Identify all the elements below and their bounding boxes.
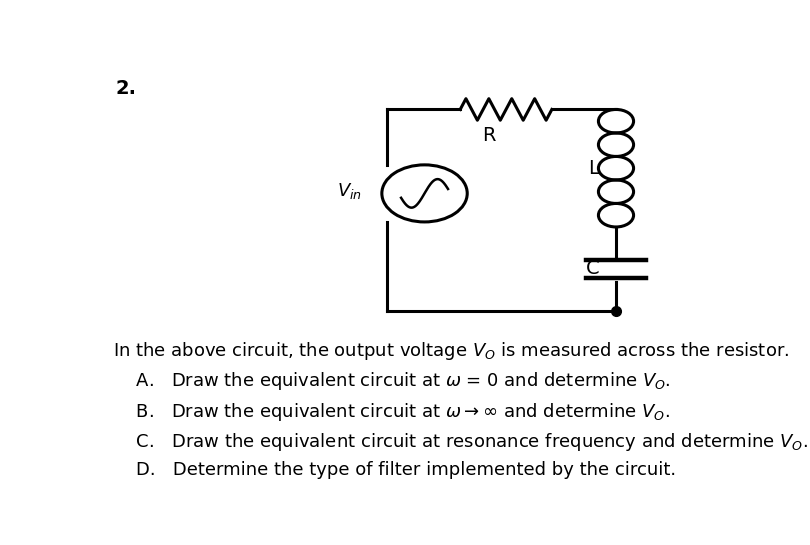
Text: R: R [483, 126, 496, 146]
Text: 2.: 2. [115, 79, 136, 98]
Text: C: C [586, 259, 599, 278]
Text: A.   Draw the equivalent circuit at $\omega$ = 0 and determine $V_O$.: A. Draw the equivalent circuit at $\omeg… [113, 371, 671, 392]
Text: C.   Draw the equivalent circuit at resonance frequency and determine $V_O$.: C. Draw the equivalent circuit at resona… [113, 431, 808, 453]
Text: L: L [588, 159, 599, 178]
Text: In the above circuit, the output voltage $V_O$ is measured across the resistor.: In the above circuit, the output voltage… [113, 340, 789, 362]
Text: $V_{in}$: $V_{in}$ [337, 181, 362, 201]
Text: D.   Determine the type of filter implemented by the circuit.: D. Determine the type of filter implemen… [113, 461, 676, 479]
Text: B.   Draw the equivalent circuit at $\omega \rightarrow \infty$ and determine $V: B. Draw the equivalent circuit at $\omeg… [113, 401, 670, 423]
